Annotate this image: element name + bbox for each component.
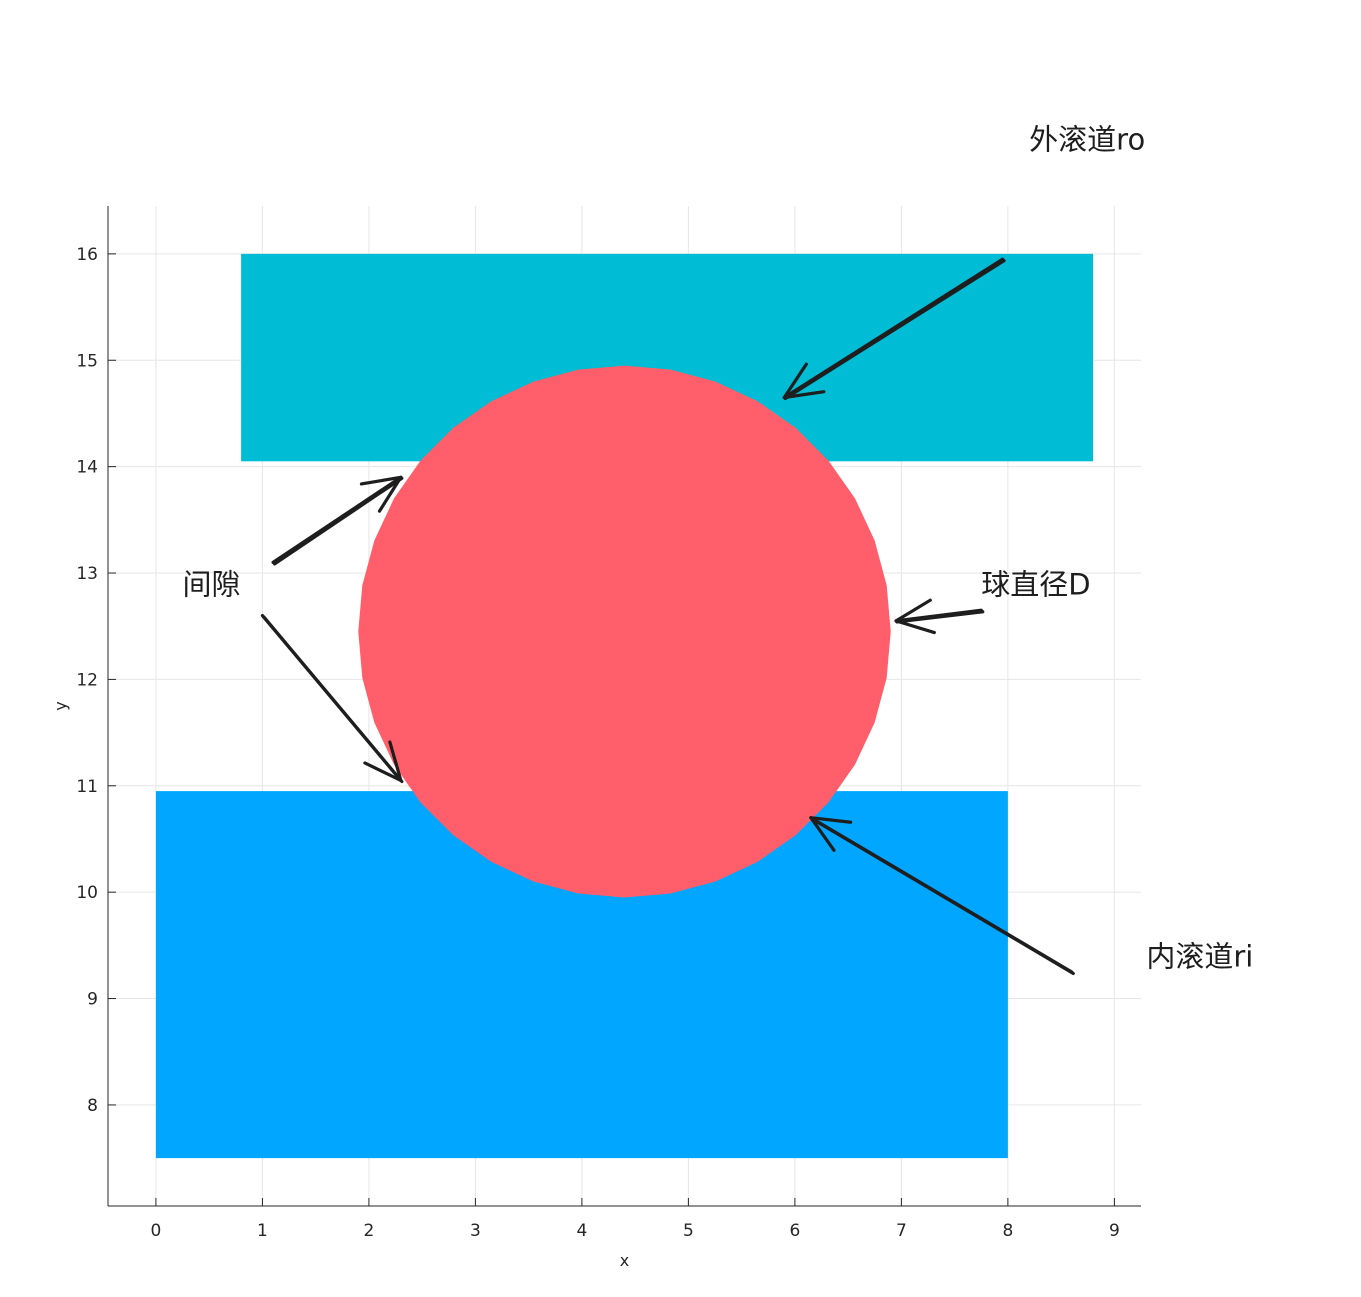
annotation-arrow-head xyxy=(894,598,936,635)
annotation-arrow-head xyxy=(359,475,403,513)
y-tick-label: 12 xyxy=(76,670,98,690)
annotation-label: 球直径D xyxy=(981,567,1090,601)
x-tick-label: 9 xyxy=(1109,1221,1120,1241)
y-tick-label: 8 xyxy=(87,1096,98,1116)
shapes xyxy=(155,253,1094,1159)
annotation-arrow-sketch xyxy=(895,610,985,624)
y-tick-label: 16 xyxy=(76,245,98,265)
x-tick-label: 3 xyxy=(470,1221,481,1241)
x-tick-label: 1 xyxy=(257,1221,268,1241)
annotations: 外滚道ro 间隙 球直径D 内滚道ri xyxy=(183,123,1253,976)
x-tick-label: 8 xyxy=(1002,1221,1013,1241)
annotation-arrow-head xyxy=(782,362,826,400)
x-tick-label: 2 xyxy=(363,1221,374,1241)
annotation-arrow-head xyxy=(809,816,853,852)
x-tick-label: 5 xyxy=(683,1221,694,1241)
y-tick-label: 14 xyxy=(76,458,98,478)
annotation-arrow-sketch xyxy=(783,259,1006,401)
x-tick-label: 6 xyxy=(789,1221,800,1241)
annotation-arrow-head xyxy=(363,740,403,783)
annotation-label: 间隙 xyxy=(183,567,241,601)
x-tick-label: 0 xyxy=(151,1221,162,1241)
annotation-arrow-sketch xyxy=(262,615,404,784)
annotation-arrow-sketch xyxy=(810,817,1075,976)
y-tick-label: 13 xyxy=(76,564,98,584)
x-axis-label: x xyxy=(620,1251,629,1270)
ball xyxy=(358,365,891,898)
y-tick-label: 9 xyxy=(87,990,98,1010)
annotation-label: 外滚道ro xyxy=(1029,123,1145,157)
x-tick-label: 7 xyxy=(896,1221,907,1241)
y-tick-label: 11 xyxy=(76,777,98,797)
annotation-arrow-sketch xyxy=(272,476,404,566)
y-axis-label: y xyxy=(51,701,70,710)
annotation-label: 内滚道ri xyxy=(1146,940,1253,974)
y-tick-label: 10 xyxy=(76,883,98,903)
y-tick-label: 15 xyxy=(76,351,98,371)
x-tick-label: 4 xyxy=(576,1221,587,1241)
